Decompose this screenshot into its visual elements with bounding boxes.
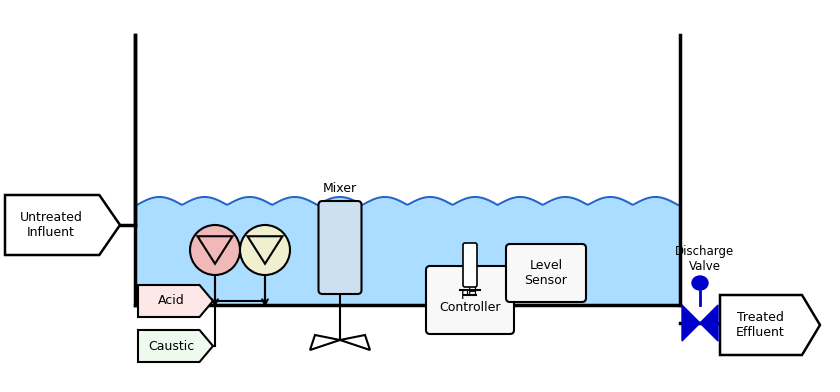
Polygon shape [5,195,120,255]
Polygon shape [310,335,340,350]
Circle shape [190,225,240,275]
Text: Acid: Acid [159,294,185,307]
Text: pH
Controller: pH Controller [439,286,501,314]
Bar [135,205,680,305]
Circle shape [240,225,290,275]
Polygon shape [138,285,213,317]
Text: Caustic: Caustic [149,339,195,352]
Text: Level
Sensor: Level Sensor [524,259,568,287]
Text: Treated
Effluent: Treated Effluent [736,311,785,339]
Text: Untreated
Influent: Untreated Influent [19,211,82,239]
Ellipse shape [692,276,708,290]
Polygon shape [682,305,700,341]
Text: Discharge
Valve: Discharge Valve [675,245,735,273]
Polygon shape [248,236,282,264]
FancyBboxPatch shape [426,266,514,334]
Polygon shape [197,236,233,264]
Polygon shape [138,330,213,362]
Text: Mixer: Mixer [323,182,357,195]
Polygon shape [720,295,820,355]
FancyBboxPatch shape [506,244,586,302]
Polygon shape [700,305,718,341]
Polygon shape [340,335,370,350]
FancyBboxPatch shape [463,243,477,287]
FancyBboxPatch shape [318,201,361,294]
